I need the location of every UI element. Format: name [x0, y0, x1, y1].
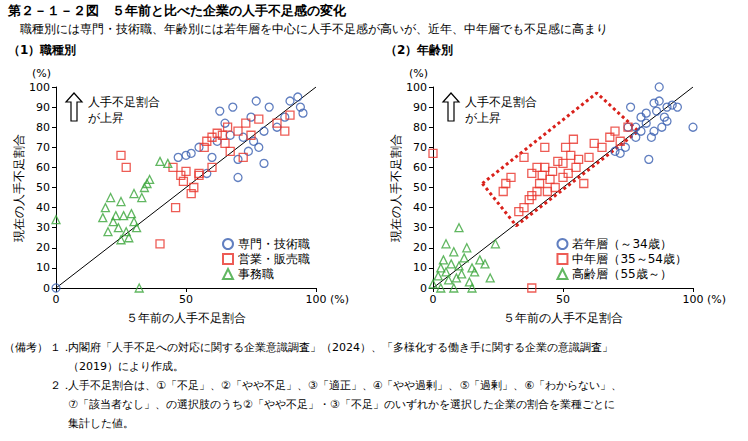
svg-text:(%): (%) [32, 67, 51, 80]
svg-text:90: 90 [36, 101, 50, 114]
svg-text:100: 100 [406, 81, 427, 94]
svg-text:0: 0 [420, 282, 427, 295]
svg-text:（1）職種別: （1）職種別 [8, 43, 76, 57]
svg-text:第２－１－２図 ５年前と比べた企業の人手不足感の変化: 第２－１－２図 ５年前と比べた企業の人手不足感の変化 [7, 3, 347, 18]
svg-text:30: 30 [36, 221, 50, 234]
svg-text:40: 40 [413, 201, 427, 214]
svg-text:(%): (%) [707, 293, 726, 306]
svg-text:高齢層（55歳～）: 高齢層（55歳～） [572, 267, 671, 281]
svg-text:50: 50 [413, 181, 427, 194]
svg-text:事務職: 事務職 [238, 267, 274, 281]
svg-text:90: 90 [413, 101, 427, 114]
svg-text:(%): (%) [409, 67, 428, 80]
svg-text:⑦「該当者なし」、の選択肢のうち②「やや不足」・③「不足」の: ⑦「該当者なし」、の選択肢のうち②「やや不足」・③「不足」のいずれかを選択した企… [68, 398, 615, 411]
svg-text:100: 100 [306, 293, 327, 306]
svg-text:（2019）により作成。: （2019）により作成。 [68, 360, 184, 373]
svg-text:人手不足割合: 人手不足割合 [465, 95, 537, 109]
svg-text:60: 60 [413, 161, 427, 174]
svg-text:0: 0 [430, 293, 437, 306]
svg-text:が上昇: が上昇 [88, 111, 124, 125]
svg-text:80: 80 [413, 121, 427, 134]
svg-text:１．: １． [50, 341, 72, 354]
svg-text:現在の人手不足割合: 現在の人手不足割合 [12, 134, 26, 242]
svg-text:中年層（35～54歳）: 中年層（35～54歳） [572, 252, 687, 266]
svg-text:70: 70 [36, 141, 50, 154]
svg-text:0: 0 [53, 293, 60, 306]
svg-text:(%): (%) [330, 293, 349, 306]
svg-text:100: 100 [683, 293, 704, 306]
svg-text:50: 50 [179, 293, 193, 306]
svg-text:現在の人手不足割合: 現在の人手不足割合 [389, 134, 403, 242]
svg-text:内閣府「人手不足への対応に関する企業意識調査」（2024）、: 内閣府「人手不足への対応に関する企業意識調査」（2024）、「多様化する働き手に… [68, 341, 613, 354]
svg-text:0: 0 [43, 282, 50, 295]
svg-text:80: 80 [36, 121, 50, 134]
svg-text:が上昇: が上昇 [465, 111, 501, 125]
svg-text:30: 30 [413, 221, 427, 234]
svg-text:人手不足割合: 人手不足割合 [88, 95, 160, 109]
svg-text:専門・技術職: 専門・技術職 [238, 237, 310, 251]
svg-text:営業・販売職: 営業・販売職 [238, 252, 310, 266]
svg-text:若年層（～34歳）: 若年層（～34歳） [572, 237, 671, 251]
svg-text:70: 70 [413, 141, 427, 154]
svg-text:20: 20 [413, 241, 427, 254]
svg-text:２．: ２． [50, 379, 72, 392]
svg-text:人手不足割合は、①「不足」、②「やや不足」、③「適正」、④「: 人手不足割合は、①「不足」、②「やや不足」、③「適正」、④「やや過剰」、⑤「過剰… [68, 379, 622, 392]
svg-text:５年前の人手不足割合: ５年前の人手不足割合 [126, 311, 246, 325]
svg-text:５年前の人手不足割合: ５年前の人手不足割合 [503, 311, 623, 325]
svg-text:10: 10 [36, 261, 50, 274]
svg-text:60: 60 [36, 161, 50, 174]
svg-text:40: 40 [36, 201, 50, 214]
svg-text:50: 50 [556, 293, 570, 306]
svg-text:職種別には専門・技術職、年齢別には若年層を中心に人手不足感が: 職種別には専門・技術職、年齢別には若年層を中心に人手不足感が高いが、近年、中年層… [20, 22, 608, 36]
svg-text:10: 10 [413, 261, 427, 274]
svg-text:（2）年齢別: （2）年齢別 [385, 43, 453, 57]
svg-text:（備考）: （備考） [4, 341, 48, 354]
svg-text:100: 100 [29, 81, 50, 94]
svg-text:集計した値。: 集計した値。 [68, 417, 134, 430]
svg-text:50: 50 [36, 181, 50, 194]
svg-text:20: 20 [36, 241, 50, 254]
